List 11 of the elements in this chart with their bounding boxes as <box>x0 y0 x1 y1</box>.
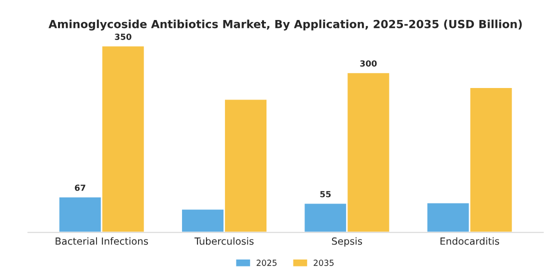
data-label: 350 <box>114 34 132 40</box>
x-tick-label: Sepsis <box>332 237 362 247</box>
x-tick-label: Tuberculosis <box>194 237 254 245</box>
data-label: 67 <box>74 184 86 191</box>
data-label: 300 <box>360 60 377 67</box>
x-tick-label: Bacterial Infections <box>56 237 148 245</box>
legend-label: 2025 <box>256 260 277 266</box>
chart-title: Aminoglycoside Antibiotics Market, By Application, 2025-2035 (USD Billion) <box>48 20 522 30</box>
x-tick-label: Endocarditis <box>440 237 500 245</box>
legend-label: 2035 <box>314 260 334 266</box>
data-label: 55 <box>320 191 331 198</box>
